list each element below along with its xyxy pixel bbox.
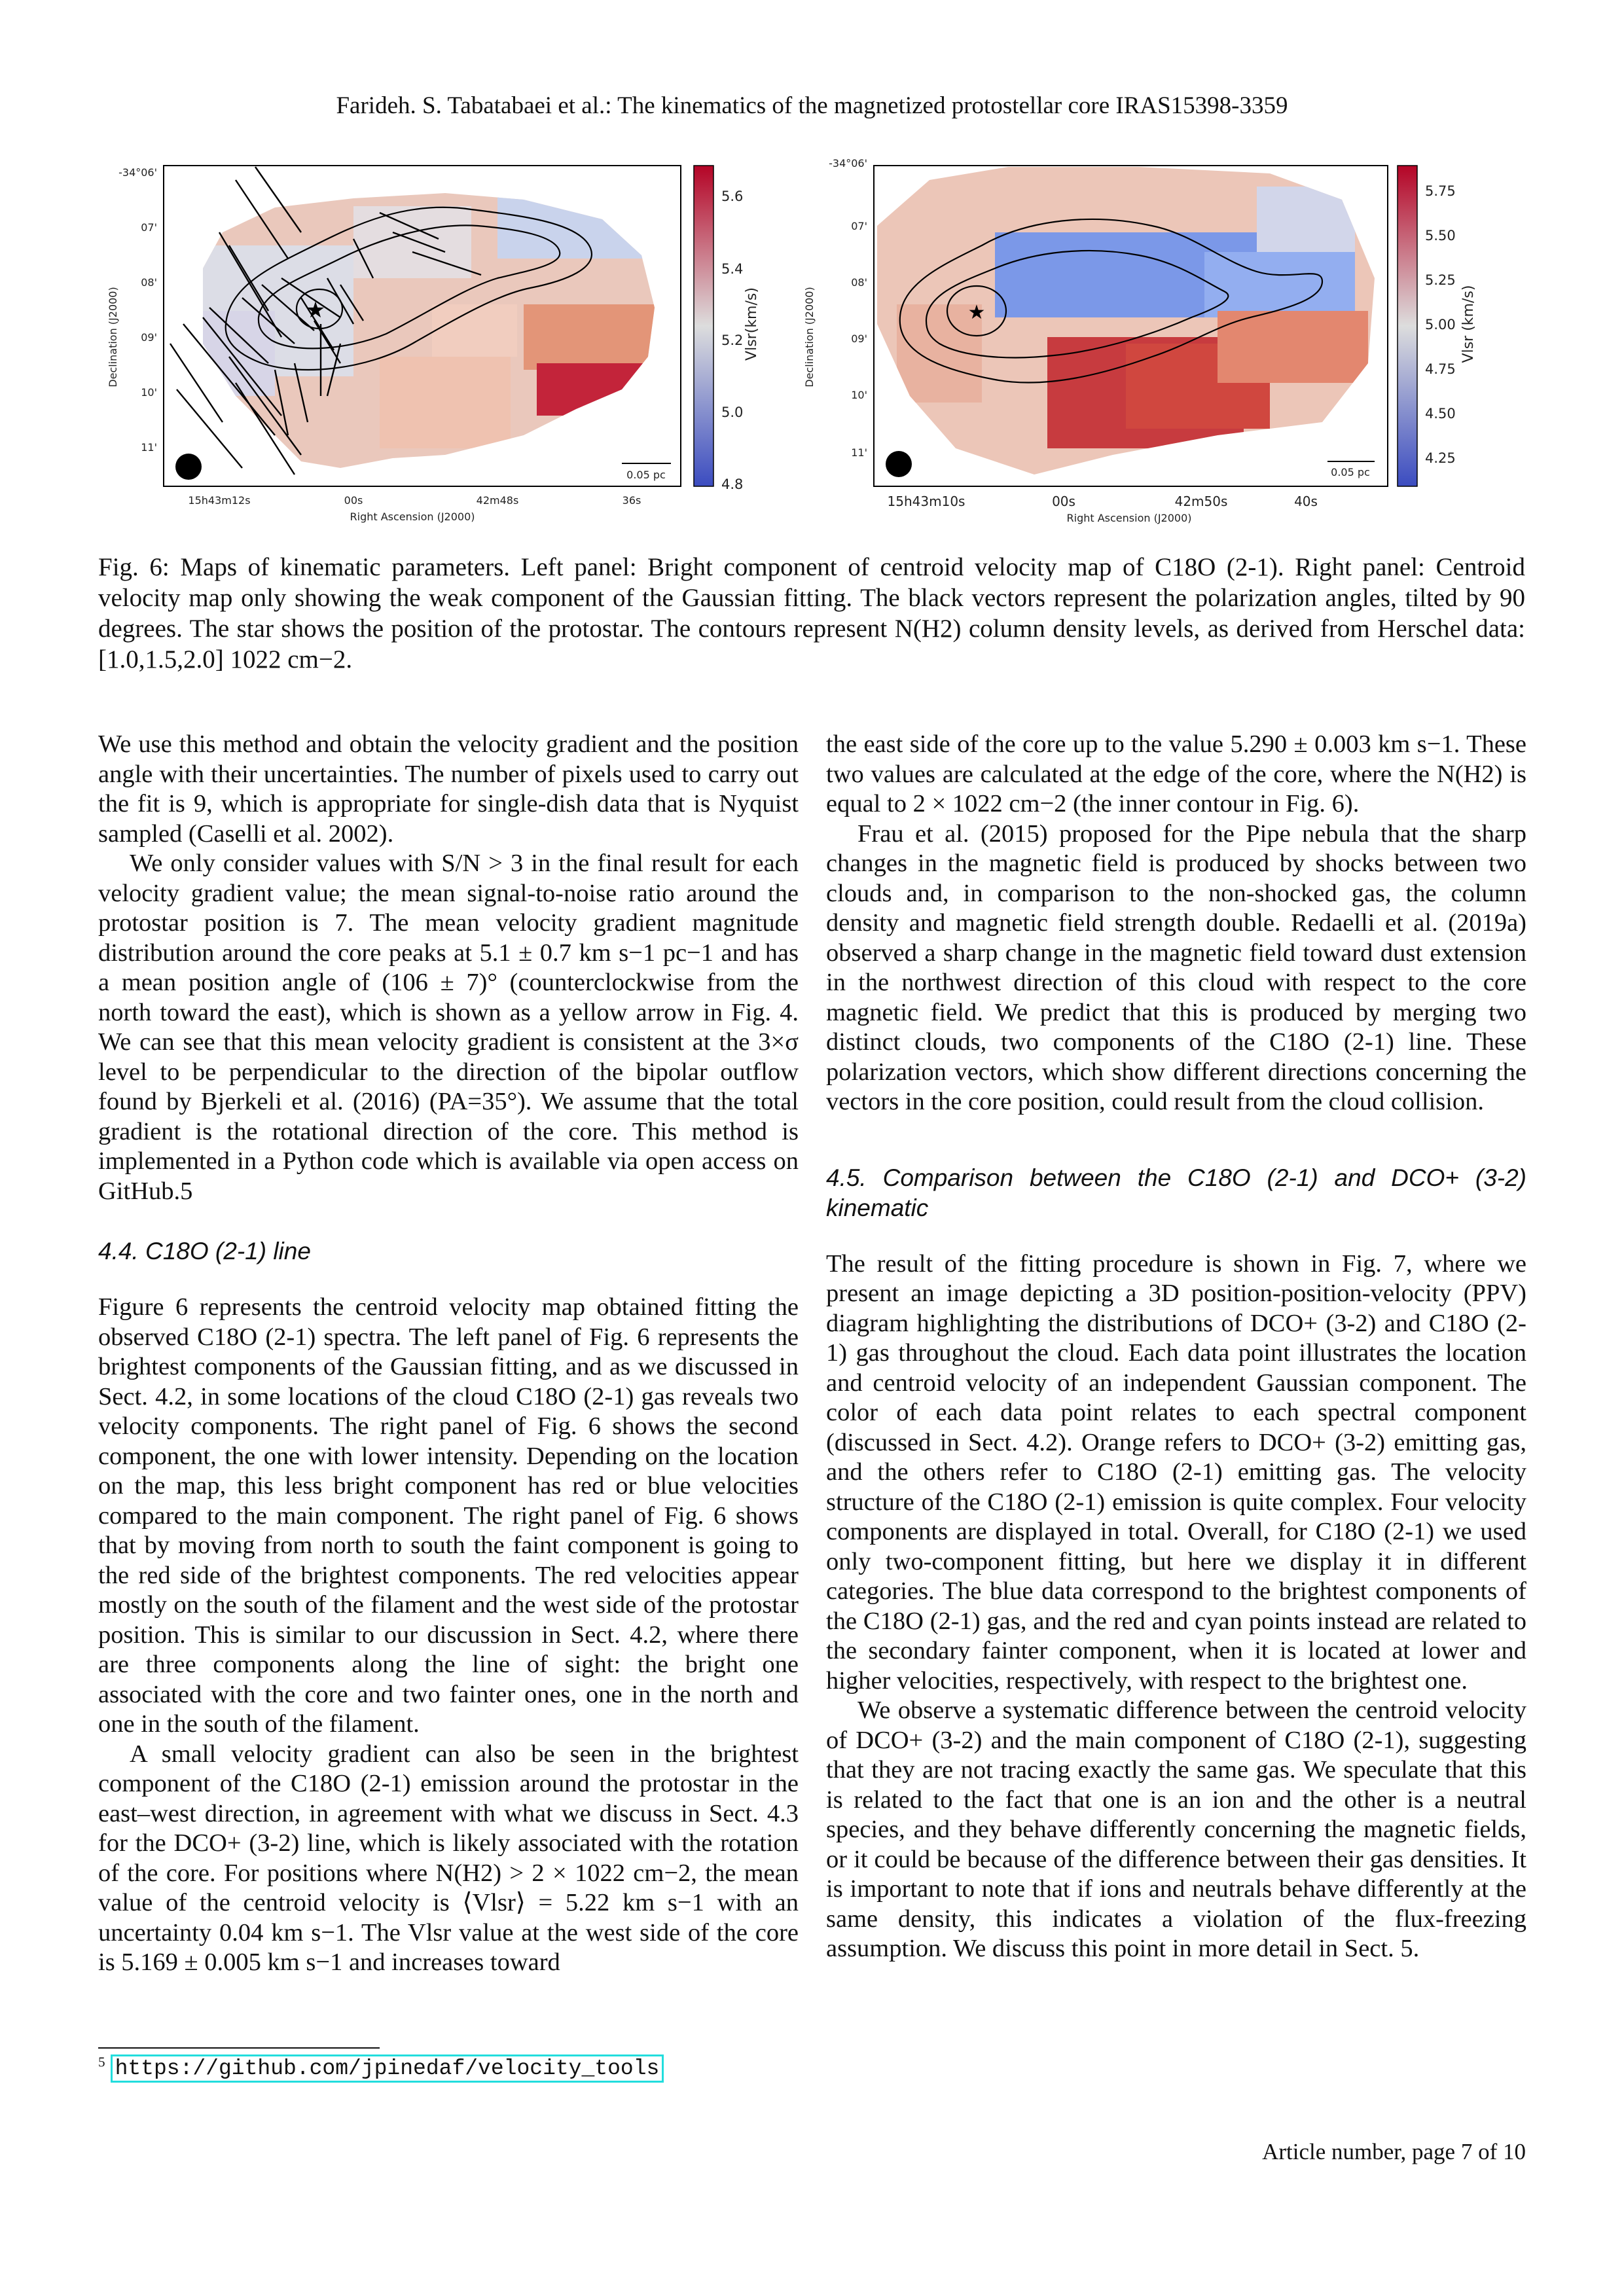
- cbar-tick: 5.0: [721, 404, 743, 420]
- dec-tick: 11': [141, 441, 157, 454]
- scalebar-label: 0.05 pc: [626, 469, 666, 481]
- paragraph: We use this method and obtain the veloci…: [98, 730, 799, 848]
- velocity-map-weak-component: ★ 0.05 pc -34°06' 07' 08' 09' 10' 11' 15…: [803, 157, 1477, 524]
- running-header: Farideh. S. Tabatabaei et al.: The kinem…: [336, 92, 1288, 119]
- section-heading-4-5: 4.5. Comparison between the C18O (2-1) a…: [826, 1164, 1526, 1221]
- colorbar: [693, 165, 714, 487]
- ra-tick: 42m50s: [1175, 493, 1228, 509]
- colorbar-label: Vlsr (km/s): [1460, 285, 1477, 363]
- cbar-tick: 5.2: [721, 332, 743, 348]
- cbar-tick: 4.75: [1425, 361, 1456, 377]
- paragraph: We only consider values with S/N > 3 in …: [98, 850, 799, 1205]
- footnote: 5 https://github.com/jpinedaf/velocity_t…: [98, 2054, 664, 2083]
- dec-tick: 10': [141, 386, 157, 399]
- dec-tick: 08': [141, 276, 157, 289]
- ra-tick: 36s: [623, 494, 641, 507]
- footnote-rule: [98, 2047, 380, 2049]
- left-column: We use this method and obtain the veloci…: [98, 730, 799, 1978]
- ra-tick: 00s: [344, 494, 363, 507]
- cbar-tick: 5.25: [1425, 272, 1456, 288]
- colorbar: [1397, 165, 1418, 487]
- page-footer: Article number, page 7 of 10: [1262, 2139, 1526, 2164]
- protostar-star-icon: ★: [968, 301, 986, 324]
- cbar-tick: 5.75: [1425, 183, 1456, 199]
- dec-tick: -34°06': [118, 166, 157, 179]
- dec-tick: 08': [851, 276, 867, 289]
- figure-caption: Fig. 6: Maps of kinematic parameters. Le…: [98, 553, 1525, 673]
- cbar-tick: 5.4: [721, 261, 743, 277]
- cbar-tick: 4.25: [1425, 450, 1456, 466]
- paragraph: A small velocity gradient can also be se…: [98, 1740, 799, 1977]
- beam-circle: [886, 451, 912, 477]
- y-axis-label: Declination (J2000): [107, 287, 119, 387]
- footnote-number: 5: [98, 2054, 105, 2070]
- right-column: the east side of the core up to the valu…: [826, 730, 1526, 1964]
- beam-circle: [175, 454, 202, 480]
- dec-tick: 09': [141, 331, 157, 344]
- dec-tick: 07': [141, 221, 157, 234]
- ra-tick: 42m48s: [477, 494, 519, 507]
- section-heading-4-4: 4.4. C18O (2-1) line: [98, 1238, 311, 1265]
- velocity-map-bright-component: ★ 0.05 pc -34°06' 07' 08' 09' 10' 11' 15…: [107, 165, 760, 523]
- x-axis-label: Right Ascension (J2000): [1067, 512, 1192, 524]
- dec-tick: 10': [851, 389, 867, 401]
- colorbar-label: Vlsr(km/s): [744, 287, 760, 361]
- cbar-tick: 5.50: [1425, 228, 1456, 243]
- x-axis-label: Right Ascension (J2000): [350, 511, 475, 523]
- paragraph: the east side of the core up to the valu…: [826, 730, 1526, 817]
- figure-right-panel: ★ 0.05 pc -34°06' 07' 08' 09' 10' 11' 15…: [799, 147, 1525, 533]
- cbar-tick: 4.50: [1425, 406, 1456, 422]
- ra-tick: 15h43m10s: [888, 493, 965, 509]
- paragraph: We observe a systematic difference betwe…: [826, 1696, 1526, 1962]
- dec-tick: 09': [851, 332, 867, 345]
- scalebar-label: 0.05 pc: [1331, 466, 1370, 478]
- cbar-tick: 5.00: [1425, 317, 1456, 332]
- paragraph: The result of the fitting procedure is s…: [826, 1249, 1526, 1695]
- figure-left-panel: ★ 0.05 pc -34°06' 07' 08' 09' 10' 11' 15…: [105, 147, 766, 533]
- ra-tick: 40s: [1294, 493, 1318, 509]
- dec-tick: 07': [851, 220, 867, 232]
- footnote-link[interactable]: https://github.com/jpinedaf/velocity_too…: [110, 2054, 664, 2083]
- protostar-star-icon: ★: [306, 297, 325, 323]
- ra-tick: 15h43m12s: [188, 494, 250, 507]
- cbar-tick: 4.8: [721, 476, 743, 492]
- dec-tick: 11': [851, 446, 867, 459]
- dec-tick: -34°06': [829, 157, 867, 170]
- y-axis-label: Declination (J2000): [803, 287, 816, 387]
- cbar-tick: 5.6: [721, 188, 743, 204]
- paragraph: Frau et al. (2015) proposed for the Pipe…: [826, 819, 1526, 1116]
- paragraph: Figure 6 represents the centroid velocit…: [98, 1293, 799, 1738]
- ra-tick: 00s: [1052, 493, 1075, 509]
